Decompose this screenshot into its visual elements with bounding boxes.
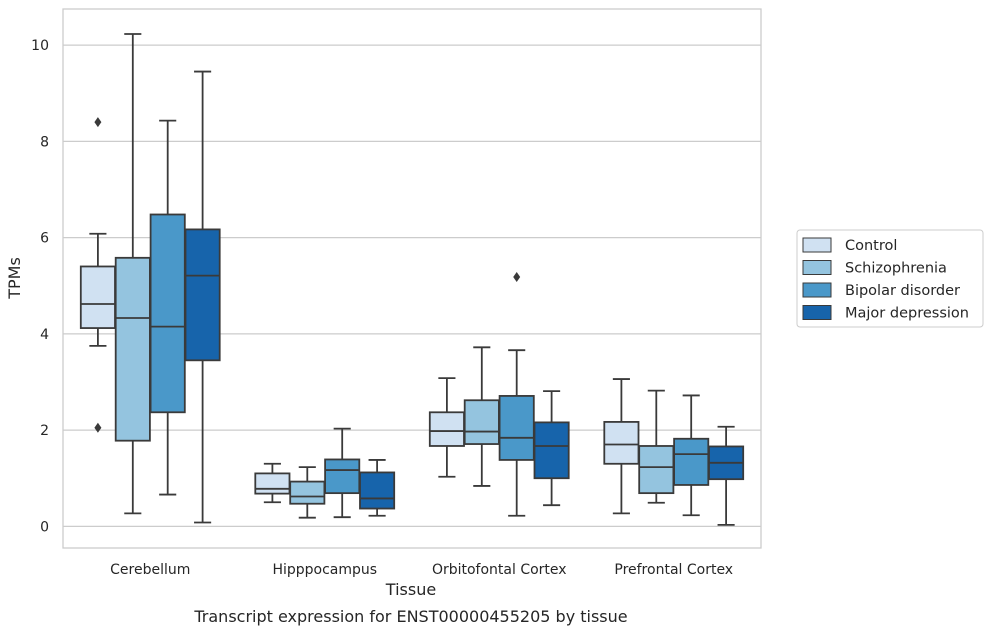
series-control — [79, 117, 640, 515]
series-major-depression — [184, 70, 745, 526]
box-body — [359, 471, 396, 510]
box-prefrontal-cortex-major-depression — [708, 425, 745, 526]
y-tick-label: 6 — [40, 231, 49, 247]
box-hipppocampus-control — [254, 462, 291, 504]
box-prefrontal-cortex-schizophrenia — [638, 389, 675, 504]
y-tick-label: 4 — [40, 327, 49, 343]
series-schizophrenia — [114, 33, 675, 519]
legend-item-major-depression: Major depression — [802, 305, 969, 322]
legend-item-control: Control — [802, 237, 897, 254]
box-orbitofontal-cortex-bipolar-disorder — [498, 272, 535, 517]
box-hipppocampus-major-depression — [359, 459, 396, 517]
legend-swatch — [802, 305, 832, 320]
box-hipppocampus-bipolar-disorder — [324, 427, 361, 519]
y-axis-label: TPMs — [5, 257, 24, 300]
series-bipolar-disorder — [149, 119, 710, 519]
legend: Control Schizophrenia Bipolar disorder Majo… — [796, 229, 984, 328]
box-cerebellum-schizophrenia — [114, 33, 151, 515]
plot-frame — [62, 8, 762, 549]
legend-label: Major depression — [845, 306, 969, 322]
box-body — [673, 437, 710, 486]
box-body — [603, 421, 640, 465]
outlier-point — [94, 422, 102, 433]
legend-label: Control — [845, 238, 897, 254]
y-tick-label: 2 — [40, 423, 49, 439]
box-body — [79, 265, 116, 329]
box-body — [324, 458, 361, 495]
box-prefrontal-cortex-control — [603, 378, 640, 515]
box-body — [184, 228, 221, 362]
box-orbitofontal-cortex-major-depression — [533, 390, 570, 507]
box-body — [289, 480, 326, 505]
box-body — [463, 399, 500, 445]
x-axis-label: Tissue — [385, 580, 436, 599]
box-body — [498, 395, 535, 461]
box-orbitofontal-cortex-control — [428, 377, 465, 478]
box-prefrontal-cortex-bipolar-disorder — [673, 394, 710, 517]
box-body — [533, 421, 570, 480]
legend-label: Bipolar disorder — [845, 283, 960, 299]
y-tick-label: 10 — [31, 38, 49, 54]
legend-swatch — [802, 260, 832, 275]
box-body — [254, 472, 291, 495]
chart-caption: Transcript expression for ENST0000045520… — [193, 607, 627, 626]
outlier-point — [513, 272, 521, 283]
legend-item-schizophrenia: Schizophrenia — [802, 260, 947, 277]
x-tick-label-orbitofontal-cortex: Orbitofontal Cortex — [432, 562, 567, 578]
box-series — [79, 33, 745, 526]
box-cerebellum-major-depression — [184, 70, 221, 524]
legend-swatch — [802, 237, 832, 253]
x-tick-label-prefrontal-cortex: Prefrontal Cortex — [614, 562, 733, 578]
box-body — [114, 256, 151, 442]
y-tick-labels: 0 2 4 6 8 10 — [31, 38, 49, 535]
outlier-point — [94, 117, 102, 128]
x-tick-label-cerebellum: Cerebellum — [110, 562, 190, 578]
y-tick-label: 8 — [40, 134, 49, 150]
legend-frame — [796, 229, 984, 328]
y-tick-label: 0 — [40, 519, 49, 535]
x-tick-labels: Cerebellum Hipppocampus Orbitofontal Corte… — [110, 562, 733, 578]
legend-swatch — [802, 282, 832, 298]
legend-item-bipolar-disorder: Bipolar disorder — [802, 282, 960, 299]
legend-label: Schizophrenia — [845, 261, 947, 277]
box-body — [149, 213, 186, 414]
box-orbitofontal-cortex-schizophrenia — [463, 346, 500, 487]
box-body — [428, 411, 465, 447]
x-tick-label-hipppocampus: Hipppocampus — [272, 562, 377, 578]
box-body — [638, 445, 675, 495]
